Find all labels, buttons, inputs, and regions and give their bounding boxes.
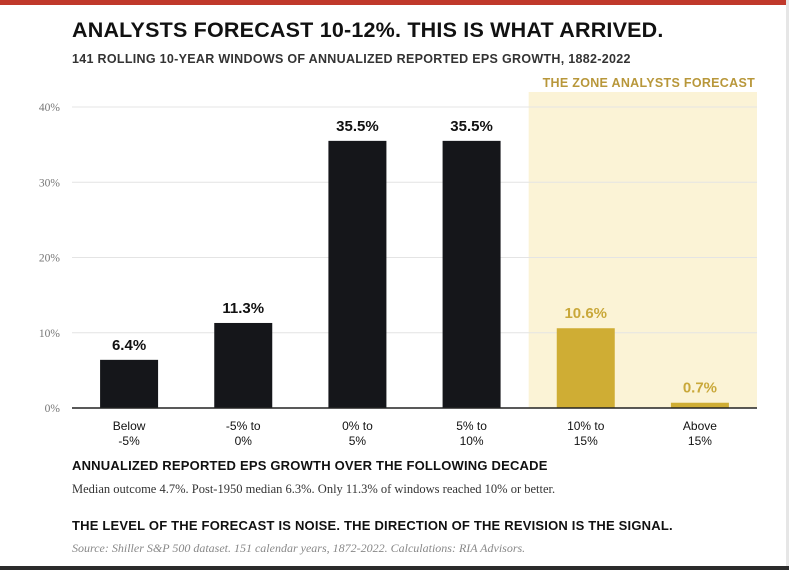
x-tick-label: Above [683,419,717,433]
bar-0 [100,359,159,408]
x-tick-label: 15% [574,434,598,448]
x-tick-label: 15% [688,434,712,448]
y-tick-label: 30% [39,177,61,189]
bar-1 [214,322,273,408]
y-tick-label: 40% [39,102,61,114]
bar-4 [556,328,615,408]
bar-value-label: 10.6% [564,305,607,322]
chart-subtitle: 141 ROLLING 10-YEAR WINDOWS OF ANNUALIZE… [72,52,631,66]
x-tick-label: 5% [349,434,367,448]
x-tick-label: Below [113,419,146,433]
x-tick-label: 10% [460,434,484,448]
bar-value-label: 11.3% [222,300,264,317]
bar-5 [670,402,729,408]
summary-note: Median outcome 4.7%. Post-1950 median 6.… [72,482,556,496]
y-tick-label: 0% [45,403,61,415]
bottom-rule [0,566,789,570]
takeaway-statement: THE LEVEL OF THE FORECAST IS NOISE. THE … [72,518,673,533]
forecast-zone-label: THE ZONE ANALYSTS FORECAST [543,76,756,90]
x-tick-label: 0% [235,434,253,448]
y-tick-label: 20% [39,253,61,265]
bar-value-label: 35.5% [450,118,493,135]
bar-2 [328,140,387,409]
x-axis-label: ANNUALIZED REPORTED EPS GROWTH OVER THE … [72,458,548,473]
x-tick-label: 5% to [456,419,487,433]
y-tick-label: 10% [39,328,61,340]
top-accent-rule [0,0,789,5]
bar-chart: THE ZONE ANALYSTS FORECAST 0% 10% 20% 30% 40%… [39,76,757,448]
x-tick-label: 10% to [567,419,605,433]
source-note: Source: Shiller S&P 500 dataset. 151 cal… [72,541,526,555]
x-tick-label: -5% [118,434,140,448]
x-tick-label: 0% to [342,419,373,433]
bar-value-label: 6.4% [112,337,146,354]
bar-value-label: 0.7% [683,380,717,397]
right-edge-rule [786,0,789,570]
bar-value-label: 35.5% [336,118,379,135]
bar-3 [442,140,501,409]
chart-title: ANALYSTS FORECAST 10-12%. THIS IS WHAT A… [72,18,664,42]
x-tick-label: -5% to [226,419,261,433]
